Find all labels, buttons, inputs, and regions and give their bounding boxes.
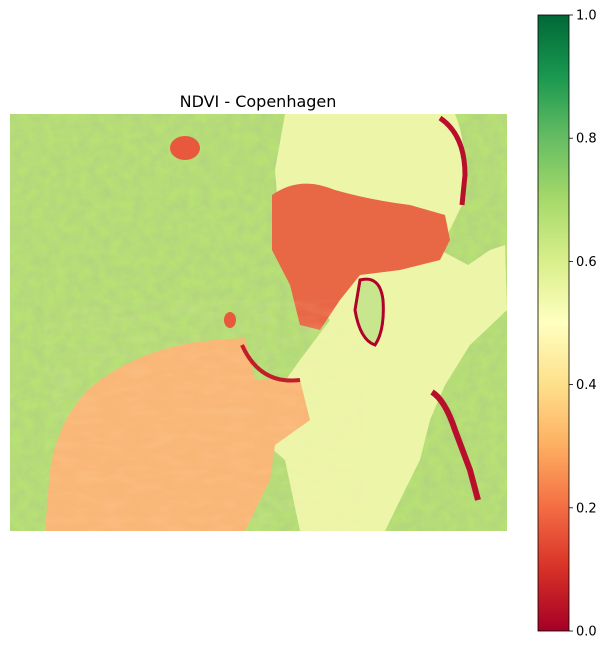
- chart-title: NDVI - Copenhagen: [180, 92, 337, 111]
- coast-edge-east: [430, 389, 481, 501]
- colorbar: 0.0 0.2 0.4 0.6 0.8 1.0: [537, 9, 597, 640]
- colorbar-gradient: [537, 14, 570, 632]
- colorbar-tick-label: 1.0: [576, 9, 597, 24]
- island-outline: [353, 277, 385, 347]
- colorbar-tick-label: 0.6: [576, 255, 597, 270]
- lake-small: [224, 312, 236, 328]
- colorbar-tick-label: 0.8: [576, 132, 597, 147]
- coast-edge-north: [438, 115, 468, 206]
- colorbar-tick-label: 0.0: [576, 625, 597, 640]
- lake: [170, 136, 200, 160]
- coast-edge-bay: [240, 344, 301, 383]
- water-texture: [45, 300, 365, 531]
- ndvi-heatmap: [10, 114, 507, 531]
- colorbar-ticks: 0.0 0.2 0.4 0.6 0.8 1.0: [569, 9, 597, 640]
- colorbar-tick-label: 0.2: [576, 501, 597, 516]
- strait-dark-band: [272, 183, 450, 330]
- colorbar-tick-label: 0.4: [576, 378, 597, 393]
